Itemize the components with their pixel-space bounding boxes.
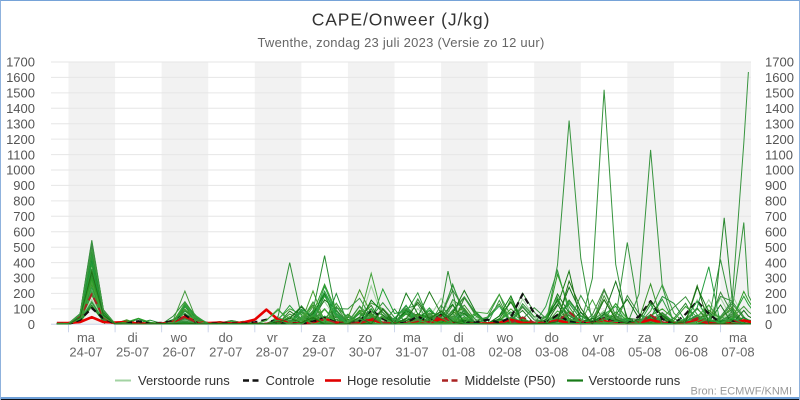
svg-text:01-08: 01-08 xyxy=(442,345,475,360)
svg-text:wo: wo xyxy=(496,330,514,345)
svg-text:vr: vr xyxy=(267,330,279,345)
svg-text:1300: 1300 xyxy=(765,116,794,131)
svg-text:1600: 1600 xyxy=(765,70,794,85)
svg-text:CAPE/Onweer (J/kg): CAPE/Onweer (J/kg) xyxy=(312,9,491,29)
svg-text:Hoge resolutie: Hoge resolutie xyxy=(347,373,431,388)
svg-text:zo: zo xyxy=(685,330,699,345)
svg-text:30-07: 30-07 xyxy=(349,345,382,360)
svg-text:500: 500 xyxy=(765,240,787,255)
svg-text:Bron: ECMWF/KNMI: Bron: ECMWF/KNMI xyxy=(691,386,792,398)
svg-text:ma: ma xyxy=(77,330,96,345)
svg-text:300: 300 xyxy=(13,271,35,286)
svg-text:wo: wo xyxy=(170,330,188,345)
svg-text:vr: vr xyxy=(593,330,605,345)
svg-text:0: 0 xyxy=(28,317,35,332)
svg-text:1100: 1100 xyxy=(765,147,793,162)
svg-text:1000: 1000 xyxy=(765,163,794,178)
svg-text:28-07: 28-07 xyxy=(256,345,289,360)
svg-text:600: 600 xyxy=(13,224,35,239)
svg-text:1200: 1200 xyxy=(765,132,794,147)
svg-text:31-07: 31-07 xyxy=(395,345,428,360)
svg-text:do: do xyxy=(544,330,558,345)
svg-text:1400: 1400 xyxy=(6,101,35,116)
svg-text:05-08: 05-08 xyxy=(628,345,661,360)
svg-text:800: 800 xyxy=(13,194,35,209)
svg-text:07-08: 07-08 xyxy=(721,345,754,360)
svg-text:zo: zo xyxy=(359,330,373,345)
svg-text:02-08: 02-08 xyxy=(488,345,521,360)
svg-text:di: di xyxy=(454,330,464,345)
svg-text:400: 400 xyxy=(13,255,35,270)
svg-text:1700: 1700 xyxy=(6,55,35,70)
svg-text:300: 300 xyxy=(765,271,787,286)
svg-text:100: 100 xyxy=(765,302,787,317)
svg-text:1500: 1500 xyxy=(765,86,794,101)
svg-text:1400: 1400 xyxy=(765,101,794,116)
svg-text:100: 100 xyxy=(13,302,35,317)
svg-text:Verstoorde runs: Verstoorde runs xyxy=(589,373,681,388)
svg-text:1100: 1100 xyxy=(7,147,35,162)
svg-text:26-07: 26-07 xyxy=(162,345,195,360)
svg-text:04-08: 04-08 xyxy=(582,345,615,360)
svg-text:400: 400 xyxy=(765,255,787,270)
svg-text:06-08: 06-08 xyxy=(675,345,708,360)
svg-text:za: za xyxy=(638,330,653,345)
svg-text:600: 600 xyxy=(765,224,787,239)
svg-text:27-07: 27-07 xyxy=(209,345,242,360)
svg-text:1000: 1000 xyxy=(6,163,35,178)
svg-text:700: 700 xyxy=(13,209,35,224)
svg-text:ma: ma xyxy=(729,330,748,345)
svg-text:500: 500 xyxy=(13,240,35,255)
svg-text:1600: 1600 xyxy=(6,70,35,85)
svg-text:1200: 1200 xyxy=(6,132,35,147)
svg-text:200: 200 xyxy=(13,286,35,301)
svg-text:900: 900 xyxy=(765,178,787,193)
svg-text:Middelste (P50): Middelste (P50) xyxy=(465,373,556,388)
svg-text:700: 700 xyxy=(765,209,787,224)
svg-text:Twenthe, zondag 23 juli 2023 (: Twenthe, zondag 23 juli 2023 (Versie zo … xyxy=(257,35,544,50)
svg-text:ma: ma xyxy=(403,330,422,345)
svg-text:03-08: 03-08 xyxy=(535,345,568,360)
svg-text:25-07: 25-07 xyxy=(116,345,149,360)
svg-text:200: 200 xyxy=(765,286,787,301)
svg-text:Controle: Controle xyxy=(266,373,315,388)
svg-text:0: 0 xyxy=(765,317,772,332)
svg-text:24-07: 24-07 xyxy=(69,345,102,360)
svg-text:29-07: 29-07 xyxy=(302,345,335,360)
svg-text:900: 900 xyxy=(13,178,35,193)
svg-text:1700: 1700 xyxy=(765,55,794,70)
svg-text:800: 800 xyxy=(765,194,787,209)
svg-text:1500: 1500 xyxy=(6,86,35,101)
svg-text:di: di xyxy=(128,330,138,345)
svg-text:za: za xyxy=(312,330,327,345)
svg-text:Verstoorde runs: Verstoorde runs xyxy=(138,373,230,388)
svg-text:do: do xyxy=(218,330,232,345)
svg-text:1300: 1300 xyxy=(6,116,35,131)
